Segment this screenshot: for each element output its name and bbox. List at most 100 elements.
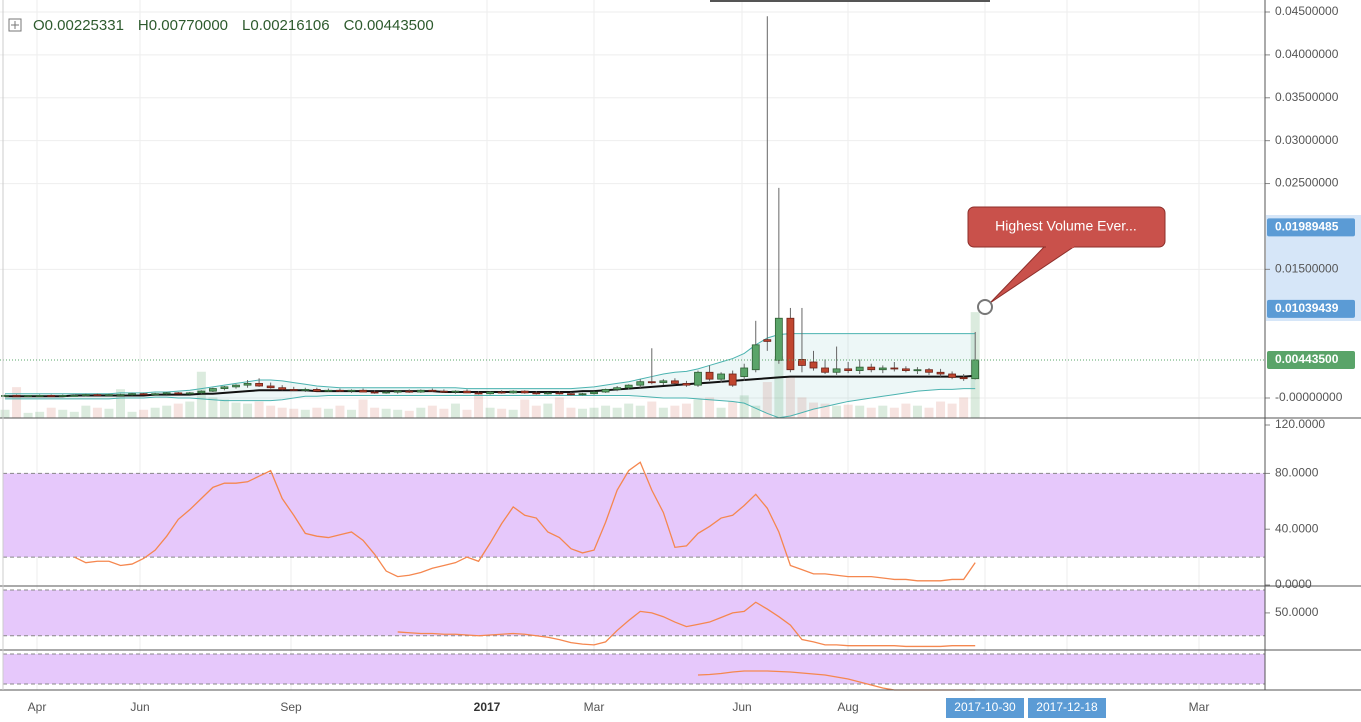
bb_lower-line — [5, 388, 976, 419]
candle-body — [58, 395, 67, 397]
candle-body — [347, 389, 356, 392]
candle-body — [105, 394, 113, 396]
volume-bar — [855, 405, 865, 418]
volume-bar — [589, 407, 599, 418]
callout-join — [1046, 244, 1074, 248]
volume-bar — [439, 408, 449, 418]
candle-body — [232, 384, 240, 388]
candle-body — [162, 392, 171, 395]
candle-body — [382, 391, 391, 394]
candle-body — [70, 395, 79, 397]
candle-body — [47, 395, 56, 397]
candle-body — [844, 368, 853, 371]
x-tick-label: 2017-12-18 — [1036, 700, 1098, 714]
x-tick-label: Apr — [28, 700, 47, 714]
candle-body — [301, 389, 310, 391]
volume-bar — [404, 410, 414, 418]
candle-body — [774, 317, 783, 361]
candle-body — [798, 359, 806, 366]
volume-bar — [612, 407, 622, 418]
candle-body — [809, 361, 818, 369]
candle-body — [278, 387, 287, 390]
candle-body — [717, 373, 725, 380]
candle-body — [359, 389, 367, 393]
volume-bar — [323, 408, 333, 418]
volume-bar — [739, 395, 749, 418]
price-label: 0.01989485 — [1275, 220, 1339, 234]
volume-bar — [196, 371, 206, 418]
volume-bar — [705, 397, 715, 418]
volume-bar — [370, 407, 380, 418]
y-tick-label: 0.02500000 — [1275, 176, 1339, 190]
volume-bar — [81, 405, 91, 418]
candle-body — [405, 390, 414, 393]
volume-bar — [208, 397, 218, 418]
y-tick-label: 0.01500000 — [1275, 262, 1339, 276]
y-tick-label: 0.04500000 — [1275, 4, 1339, 18]
candle-body — [520, 390, 529, 394]
volume-bar — [785, 376, 795, 418]
candle-body — [289, 389, 298, 391]
volume-bar — [312, 407, 322, 418]
x-tick-label: Sep — [280, 700, 302, 714]
y-tick-label: 0.04000000 — [1275, 47, 1339, 61]
candle-body — [486, 391, 495, 395]
volume-bar — [416, 407, 426, 418]
volume-bar — [462, 409, 472, 418]
volume-bar — [520, 399, 530, 418]
candle-body — [139, 393, 148, 396]
volume-bar — [231, 402, 241, 418]
candle-body — [543, 392, 552, 395]
annotation-anchor — [977, 299, 993, 315]
candle-body — [659, 380, 668, 383]
expand-icon[interactable] — [8, 18, 22, 32]
volume-bar — [912, 405, 922, 418]
candle-body — [451, 390, 460, 393]
candle-body — [763, 339, 772, 342]
callout-text: Highest Volume Ever... — [995, 218, 1137, 234]
legend-value: 0.00225331 — [45, 17, 124, 34]
x-tick-label: Mar — [1189, 700, 1210, 714]
candle-body — [936, 371, 945, 375]
candle-body — [821, 367, 829, 373]
x-tick-label: Aug — [837, 700, 858, 714]
candle-body — [93, 394, 102, 396]
volume-bar — [716, 407, 726, 418]
volume-bar — [254, 401, 264, 418]
candle-body — [867, 366, 876, 371]
volume-bar — [266, 405, 276, 418]
y-tick-label: -0.00000000 — [1275, 390, 1343, 404]
candle-body — [336, 389, 344, 392]
candle-body — [578, 393, 587, 396]
candle-body — [474, 392, 483, 395]
x-tick-label: 2017 — [474, 700, 501, 714]
volume-bar — [832, 405, 842, 418]
price-label: 0.01039439 — [1275, 301, 1339, 315]
candle-body — [208, 388, 217, 392]
candle-body — [705, 371, 714, 380]
candle-body — [116, 394, 125, 396]
candle-body — [971, 359, 980, 380]
volume-bar — [936, 401, 946, 418]
volume-bar — [797, 397, 807, 418]
candle-body — [128, 393, 136, 396]
volume-bar — [624, 403, 634, 418]
candle-body — [497, 391, 506, 394]
candle-body — [890, 367, 899, 370]
x-tick-label: Jun — [130, 700, 149, 714]
band-fill — [5, 333, 976, 418]
x-tick-label: Mar — [584, 700, 605, 714]
volume-bar — [762, 382, 772, 418]
volume-bar — [959, 397, 969, 418]
candle-body — [24, 395, 33, 397]
candle-body — [12, 395, 21, 397]
candle-body — [312, 389, 321, 392]
y-tick-label: 120.0000 — [1275, 417, 1325, 431]
volume-bar — [139, 409, 149, 418]
candle-body — [878, 367, 887, 371]
candle-body — [636, 381, 645, 386]
candle-body — [601, 389, 610, 393]
volume-bar — [601, 405, 611, 418]
legend-key: C — [344, 17, 355, 34]
volume-bar — [508, 409, 518, 418]
